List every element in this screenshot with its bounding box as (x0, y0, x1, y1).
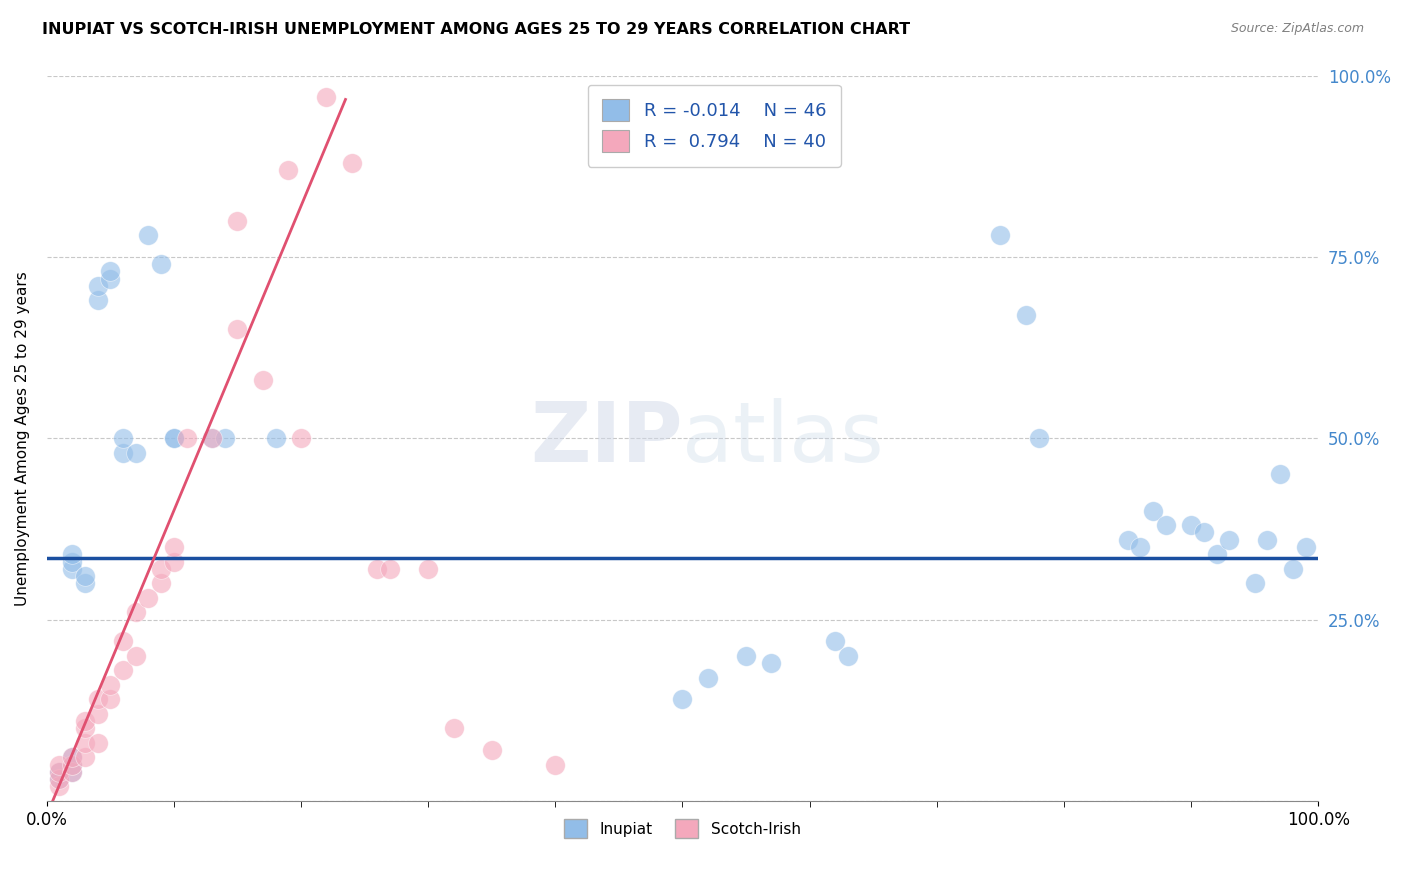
Point (111, 634, 134, 648)
Point (125, 605, 148, 619)
Point (201, 431, 224, 445)
Point (73, 714, 96, 728)
Point (544, 757, 567, 772)
Point (60, 750, 83, 764)
Point (1205, 547, 1227, 561)
Point (990, 228, 1012, 243)
Legend: Inupiat, Scotch-Irish: Inupiat, Scotch-Irish (558, 814, 807, 844)
Point (761, 656, 783, 670)
Point (73, 569, 96, 583)
Point (418, 562, 440, 576)
Point (1218, 533, 1240, 547)
Point (138, 591, 160, 605)
Point (176, 431, 198, 445)
Point (1192, 525, 1215, 540)
Point (163, 554, 186, 568)
Point (1129, 540, 1152, 554)
Point (98, 692, 121, 706)
Point (125, 648, 148, 663)
Point (696, 671, 718, 685)
Point (138, 228, 160, 243)
Point (60, 764, 83, 779)
Point (290, 431, 312, 445)
Point (86, 293, 108, 308)
Point (226, 322, 249, 336)
Y-axis label: Unemployment Among Ages 25 to 29 years: Unemployment Among Ages 25 to 29 years (15, 271, 30, 606)
Point (214, 431, 236, 445)
Point (60, 547, 83, 561)
Point (264, 431, 287, 445)
Point (48, 764, 70, 779)
Point (48, 772, 70, 786)
Point (1268, 467, 1291, 482)
Point (378, 562, 401, 576)
Point (1256, 533, 1278, 547)
Point (443, 722, 465, 736)
Point (1015, 308, 1038, 322)
Point (150, 576, 173, 591)
Point (163, 431, 186, 445)
Point (86, 692, 108, 706)
Text: ZIP: ZIP (530, 398, 682, 479)
Point (481, 743, 503, 757)
Point (1295, 540, 1317, 554)
Text: INUPIAT VS SCOTCH-IRISH UNEMPLOYMENT AMONG AGES 25 TO 29 YEARS CORRELATION CHART: INUPIAT VS SCOTCH-IRISH UNEMPLOYMENT AMO… (42, 22, 910, 37)
Point (340, 155, 363, 169)
Point (60, 764, 83, 779)
Point (1028, 431, 1050, 445)
Point (1282, 562, 1305, 576)
Point (111, 431, 134, 445)
Point (1116, 533, 1139, 547)
Point (86, 278, 108, 293)
Point (48, 780, 70, 794)
Point (98, 264, 121, 278)
Point (277, 162, 299, 177)
Point (73, 722, 96, 736)
Point (73, 750, 96, 764)
Point (86, 706, 108, 721)
Point (150, 257, 173, 271)
Point (48, 764, 70, 779)
Point (48, 757, 70, 772)
Point (1154, 518, 1177, 533)
Point (1243, 576, 1265, 591)
Point (98, 678, 121, 692)
Point (837, 648, 859, 663)
Point (86, 736, 108, 750)
Point (125, 446, 148, 460)
Point (824, 634, 846, 648)
Point (201, 431, 224, 445)
Point (735, 648, 758, 663)
Point (315, 90, 337, 104)
Point (73, 736, 96, 750)
Point (73, 576, 96, 591)
Point (60, 757, 83, 772)
Point (671, 692, 693, 706)
Text: atlas: atlas (682, 398, 884, 479)
Point (60, 757, 83, 772)
Point (48, 772, 70, 786)
Point (111, 663, 134, 677)
Point (163, 431, 186, 445)
Point (226, 213, 249, 227)
Point (98, 271, 121, 285)
Point (366, 562, 388, 576)
Point (60, 750, 83, 764)
Point (60, 562, 83, 576)
Point (60, 554, 83, 568)
Point (252, 373, 274, 387)
Point (163, 540, 186, 554)
Point (1180, 518, 1202, 533)
Point (111, 446, 134, 460)
Text: Source: ZipAtlas.com: Source: ZipAtlas.com (1230, 22, 1364, 36)
Point (1142, 504, 1164, 518)
Point (150, 562, 173, 576)
